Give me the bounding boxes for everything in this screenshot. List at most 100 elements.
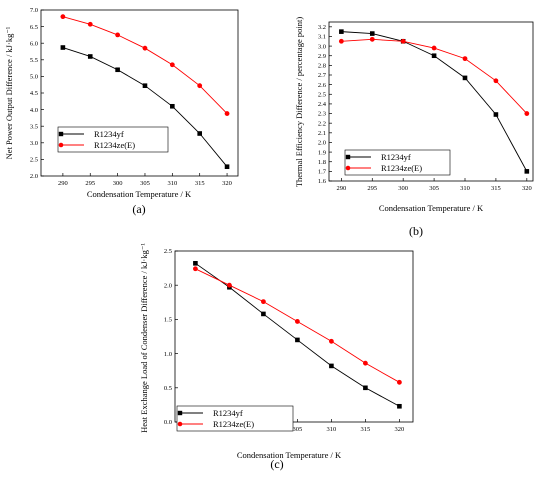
data-point-square (493, 112, 499, 117)
series-line-1 (195, 262, 400, 407)
data-point-circle (369, 36, 375, 42)
data-point-circle (524, 111, 530, 116)
data-point-circle (193, 266, 198, 272)
y-tick-label: 4.5 (30, 90, 38, 97)
y-tick-label: 1.7 (318, 169, 327, 176)
chart-panel-3: 2902953003053103153200.00.51.01.52.02.5R… (139, 243, 414, 471)
x-tick-label: 310 (327, 426, 337, 433)
plot-frame (174, 250, 414, 423)
data-point-circle (224, 111, 230, 116)
data-point-circle (87, 21, 93, 27)
series-line-2 (341, 38, 528, 114)
x-tick-label: 305 (429, 185, 439, 192)
y-tick-label: 1.9 (318, 149, 326, 156)
data-point-square (431, 53, 437, 59)
y-tick-label: 3.0 (318, 43, 326, 50)
y-tick-label: 3.2 (318, 24, 326, 31)
series-line-2 (62, 16, 228, 114)
data-point-square (363, 385, 368, 391)
legend-label-1: R1234yf (381, 152, 411, 162)
data-point-circle (197, 83, 203, 89)
data-point-circle (295, 319, 300, 324)
data-point-square (193, 261, 198, 266)
data-point-circle (329, 338, 334, 344)
x-tick-label: 320 (222, 180, 232, 187)
legend-label-1: R1234yf (213, 408, 243, 418)
y-tick-label: 4.0 (30, 107, 38, 114)
legend-box (57, 126, 169, 153)
x-axis-label: Condensation Temperature / K (87, 189, 192, 199)
legend-marker-circle (177, 421, 183, 427)
y-tick-label: 0.0 (164, 419, 172, 426)
x-tick-label: 295 (85, 180, 95, 187)
y-tick-label: 1.0 (164, 351, 172, 358)
legend-label-2: R1234ze(E) (213, 419, 254, 429)
y-tick-label: 2.4 (318, 101, 327, 108)
legend-box (344, 149, 451, 176)
legend-marker-circle (58, 142, 64, 148)
y-tick-label: 2.5 (164, 248, 172, 255)
legend-box (176, 405, 294, 432)
x-tick-label: 295 (367, 185, 377, 192)
y-tick-label: 3.1 (318, 34, 326, 41)
y-tick-label: 2.0 (318, 140, 326, 147)
y-tick-label: 2.6 (318, 82, 327, 89)
y-tick-label: 6.5 (30, 24, 38, 31)
legend-label-2: R1234ze(E) (94, 140, 135, 150)
data-point-circle (261, 299, 266, 305)
plot-frame (328, 21, 534, 182)
y-axis-label: Thermal Efficiency Difference / percenta… (294, 17, 304, 187)
panel-label: (c) (270, 457, 283, 471)
y-tick-label: 1.6 (318, 178, 327, 185)
x-axis-label: Condensation Temperature / K (237, 450, 342, 460)
data-point-circle (431, 45, 437, 51)
y-tick-label: 2.8 (318, 63, 326, 70)
y-axis-label: Heat Exchange Load of Condenser Differen… (139, 243, 149, 433)
panel-label: (b) (409, 224, 423, 238)
data-point-circle (169, 62, 175, 68)
data-point-square (224, 164, 230, 170)
y-tick-label: 3.0 (30, 140, 38, 147)
panel-label: (a) (132, 202, 145, 216)
x-tick-label: 305 (293, 426, 303, 433)
x-axis-label: Condensation Temperature / K (379, 203, 484, 213)
y-tick-label: 6.0 (30, 40, 38, 47)
legend-label-2: R1234ze(E) (381, 163, 422, 173)
y-axis-label: Net Power Output Difference / kJ·kg⁻¹ (4, 26, 14, 159)
data-point-square (142, 83, 148, 88)
data-point-square (170, 103, 175, 109)
data-point-square (295, 337, 300, 343)
y-tick-label: 2.0 (164, 282, 172, 289)
data-point-square (197, 131, 202, 136)
x-tick-label: 320 (522, 185, 532, 192)
data-point-square (87, 54, 93, 59)
x-tick-label: 300 (113, 180, 123, 187)
data-point-circle (363, 360, 368, 366)
y-tick-label: 0.5 (164, 385, 172, 392)
y-tick-label: 2.9 (318, 53, 326, 60)
data-point-square (524, 169, 530, 174)
data-point-square (369, 31, 375, 36)
y-tick-label: 1.8 (318, 159, 326, 166)
data-point-circle (142, 45, 148, 51)
y-tick-label: 7.0 (30, 7, 38, 14)
legend-label-1: R1234yf (94, 129, 124, 139)
data-point-square (462, 75, 468, 81)
y-tick-label: 5.0 (30, 74, 38, 81)
chart-panel-2: 290 295 300 305 310 315 320 1.6 1.7 1.8 1.9 2.0 2.1 2… (294, 17, 534, 238)
y-tick-label: 1.5 (164, 317, 172, 324)
y-tick-label: 2.2 (318, 120, 326, 127)
data-point-square (397, 403, 402, 409)
data-point-square (339, 29, 344, 34)
chart-panel-1: 290 295 300 305 310 315 320 2.0 2.5 3.0 3.5 4.0 4.5 5… (4, 7, 239, 216)
x-tick-label: 290 (58, 180, 68, 187)
legend-marker-square (58, 131, 64, 137)
data-point-square (115, 67, 120, 73)
y-tick-label: 2.5 (30, 157, 38, 164)
data-point-square (329, 363, 334, 369)
x-tick-label: 305 (140, 180, 150, 187)
